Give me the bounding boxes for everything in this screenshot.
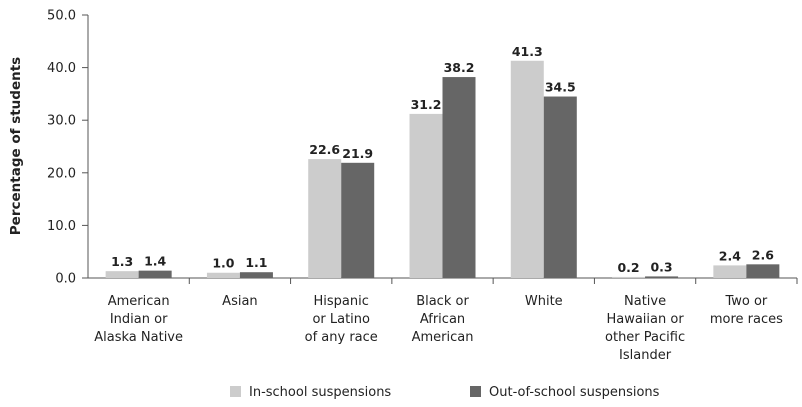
data-label: 21.9 <box>342 146 373 161</box>
bar-out-of-school <box>138 270 172 278</box>
bars <box>105 60 780 279</box>
y-tick-label: 0.0 <box>55 272 76 287</box>
bar-in-school <box>612 276 646 278</box>
y-axis-label: Percentage of students <box>8 57 24 235</box>
data-label: 1.0 <box>212 256 234 271</box>
y-tick-label: 20.0 <box>47 166 76 181</box>
legend-label: In-school suspensions <box>249 385 391 400</box>
data-label: 1.3 <box>111 254 133 269</box>
data-label: 0.3 <box>650 259 672 274</box>
y-tick-label: 40.0 <box>47 61 76 76</box>
bar-in-school <box>409 113 443 278</box>
bar-in-school <box>308 159 342 278</box>
data-label: 1.1 <box>245 255 267 270</box>
legend-swatch <box>230 386 241 397</box>
data-label: 22.6 <box>309 142 340 157</box>
bar-out-of-school <box>239 272 273 278</box>
category-labels: American Indian or Alaska Native Asian Hispa… <box>94 278 798 363</box>
data-label: 38.2 <box>444 60 475 75</box>
category-label: Black or African American <box>412 294 474 345</box>
data-label: 41.3 <box>512 44 543 59</box>
bar-out-of-school <box>341 162 375 278</box>
bar-out-of-school <box>442 77 476 279</box>
category-label: Native Hawaiian or other Pacific Islander <box>605 294 685 363</box>
data-label: 0.2 <box>617 260 639 275</box>
data-labels: 1.3 1.4 1.0 1.1 22.6 21.9 31.2 38.2 41.3 34.5 0.2 0… <box>111 44 774 275</box>
bar-out-of-school <box>543 96 577 278</box>
category-label: Hispanic or Latino of any race <box>305 294 378 345</box>
category-label: Asian <box>222 294 257 309</box>
data-label: 2.4 <box>719 248 741 263</box>
data-label: 1.4 <box>144 254 166 269</box>
y-tick-label: 10.0 <box>47 219 76 234</box>
bar-in-school <box>206 272 240 278</box>
bar-in-school <box>713 265 747 278</box>
legend-label: Out-of-school suspensions <box>489 385 660 400</box>
category-label: Two or more races <box>710 294 783 327</box>
bar-out-of-school <box>645 276 679 278</box>
data-label: 31.2 <box>411 97 442 112</box>
bar-in-school <box>510 60 544 279</box>
bar-in-school <box>105 271 139 278</box>
category-label: White <box>525 294 563 309</box>
legend-swatch <box>470 386 481 397</box>
data-label: 34.5 <box>545 80 576 95</box>
legend: In-school suspensions Out-of-school suspe… <box>230 385 660 400</box>
y-tick-label: 50.0 <box>47 9 76 24</box>
data-label: 2.6 <box>752 247 774 262</box>
category-label: American Indian or Alaska Native <box>94 294 183 345</box>
bar-out-of-school <box>746 264 780 278</box>
y-axis: 0.0 10.0 20.0 30.0 40.0 50.0 <box>47 9 797 287</box>
y-tick-label: 30.0 <box>47 114 76 129</box>
